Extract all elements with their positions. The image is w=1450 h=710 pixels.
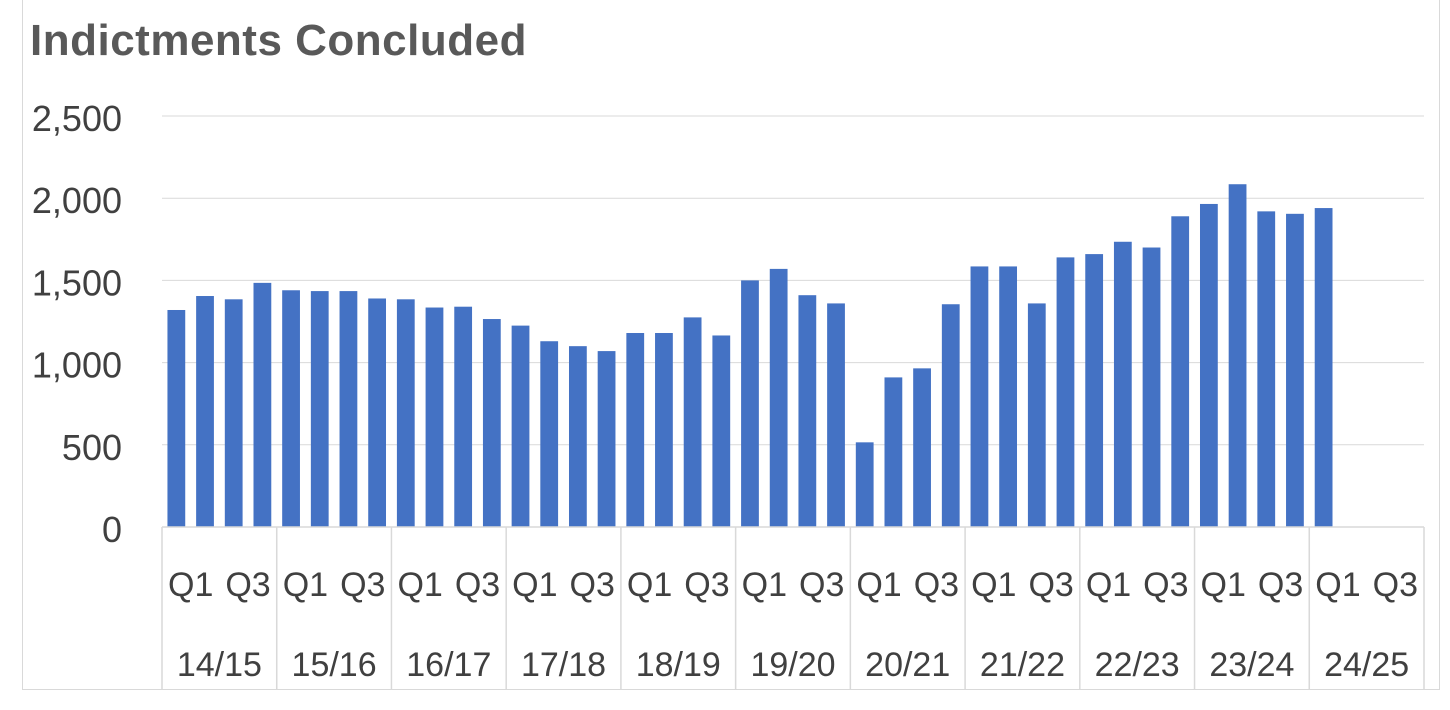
x-tick-label-quarter: Q3 xyxy=(340,566,385,604)
x-tick-label-quarter: Q3 xyxy=(1028,566,1073,604)
bar xyxy=(454,306,473,527)
chart-frame xyxy=(22,0,1440,690)
bars xyxy=(167,184,1333,528)
x-tick-label-quarter: Q1 xyxy=(1315,566,1360,604)
bar xyxy=(310,291,329,527)
bar xyxy=(941,304,960,527)
bar xyxy=(482,319,501,527)
x-tick-label-year: 14/15 xyxy=(177,646,262,684)
bar xyxy=(683,317,702,527)
bar xyxy=(970,266,989,527)
bar xyxy=(626,333,645,527)
bar xyxy=(855,442,874,527)
y-tick-label: 2,500 xyxy=(32,98,122,139)
bar xyxy=(511,325,530,527)
x-tick-label-quarter: Q1 xyxy=(627,566,672,604)
bar xyxy=(1085,254,1104,527)
x-tick-label-quarter: Q3 xyxy=(455,566,500,604)
x-tick-label-year: 20/21 xyxy=(865,646,950,684)
x-tick-label-year: 24/25 xyxy=(1324,646,1409,684)
bar xyxy=(741,280,759,527)
bar xyxy=(1171,216,1190,527)
y-tick-label: 2,000 xyxy=(32,180,122,221)
x-tick-label-quarter: Q3 xyxy=(914,566,959,604)
bar xyxy=(396,299,415,527)
bar xyxy=(827,303,845,527)
bar xyxy=(1286,213,1304,527)
x-tick-label-year: 19/20 xyxy=(750,646,835,684)
bar xyxy=(253,282,272,527)
x-tick-label-year: 16/17 xyxy=(406,646,491,684)
x-tick-label-year: 17/18 xyxy=(521,646,606,684)
bar xyxy=(884,377,903,527)
bar xyxy=(425,307,444,527)
bar xyxy=(655,333,673,527)
bar xyxy=(712,335,731,527)
bar xyxy=(282,290,300,527)
x-axis: Q1 Q3 Q1 Q3 Q1 Q3 Q1 Q3 Q1 Q3 Q1 Q3 Q1 Q3 Q1 Q3 Q1 Q3 Q1 Q3… xyxy=(161,526,1425,690)
bar xyxy=(1142,247,1161,527)
bar xyxy=(798,295,817,527)
x-tick-label-year: 18/19 xyxy=(636,646,721,684)
y-tick-label: 0 xyxy=(102,509,122,550)
bar xyxy=(1228,184,1247,527)
x-tick-label-quarter: Q1 xyxy=(397,566,442,604)
x-tick-label-year: 23/24 xyxy=(1209,646,1294,684)
bar xyxy=(1199,203,1218,528)
x-tick-label-quarter: Q3 xyxy=(799,566,844,604)
x-tick-label-quarter: Q1 xyxy=(856,566,901,604)
x-tick-label-quarter: Q3 xyxy=(684,566,729,604)
x-tick-label-year: 21/22 xyxy=(980,646,1065,684)
y-tick-label: 500 xyxy=(62,427,122,468)
y-tick-label: 1,000 xyxy=(32,345,122,386)
bar xyxy=(769,268,788,527)
bar xyxy=(913,368,931,527)
bar xyxy=(999,266,1018,527)
x-tick-label-quarter: Q1 xyxy=(168,566,213,604)
x-tick-label-year: 22/23 xyxy=(1095,646,1180,684)
y-tick-label: 1,500 xyxy=(32,262,122,303)
bar xyxy=(540,341,559,527)
bar xyxy=(597,351,616,527)
x-tick-label-quarter: Q1 xyxy=(1201,566,1246,604)
x-tick-label-quarter: Q1 xyxy=(1086,566,1131,604)
x-tick-label-quarter: Q3 xyxy=(1258,566,1303,604)
bar xyxy=(339,291,358,527)
bar xyxy=(1314,208,1333,527)
bar xyxy=(1113,241,1132,528)
x-tick-label-quarter: Q3 xyxy=(1373,566,1418,604)
x-tick-label-quarter: Q3 xyxy=(570,566,615,604)
y-axis-labels: 0 500 1,000 1,500 2,000 2,500 xyxy=(32,98,122,550)
x-tick-label-quarter: Q1 xyxy=(512,566,557,604)
x-tick-label-quarter: Q1 xyxy=(283,566,328,604)
bar xyxy=(568,346,587,527)
x-tick-label-quarter: Q3 xyxy=(1143,566,1188,604)
x-tick-label-quarter: Q1 xyxy=(742,566,787,604)
x-tick-label-quarter: Q3 xyxy=(225,566,270,604)
chart-title: Indictments Concluded xyxy=(30,16,527,65)
bar xyxy=(224,299,243,527)
x-tick-label-quarter: Q1 xyxy=(971,566,1016,604)
bar xyxy=(196,296,214,527)
bar xyxy=(167,309,186,527)
bar xyxy=(368,298,387,527)
bar xyxy=(1257,211,1276,528)
x-tick-label-year: 15/16 xyxy=(292,646,377,684)
bar xyxy=(1056,257,1075,527)
bar xyxy=(1027,303,1046,527)
